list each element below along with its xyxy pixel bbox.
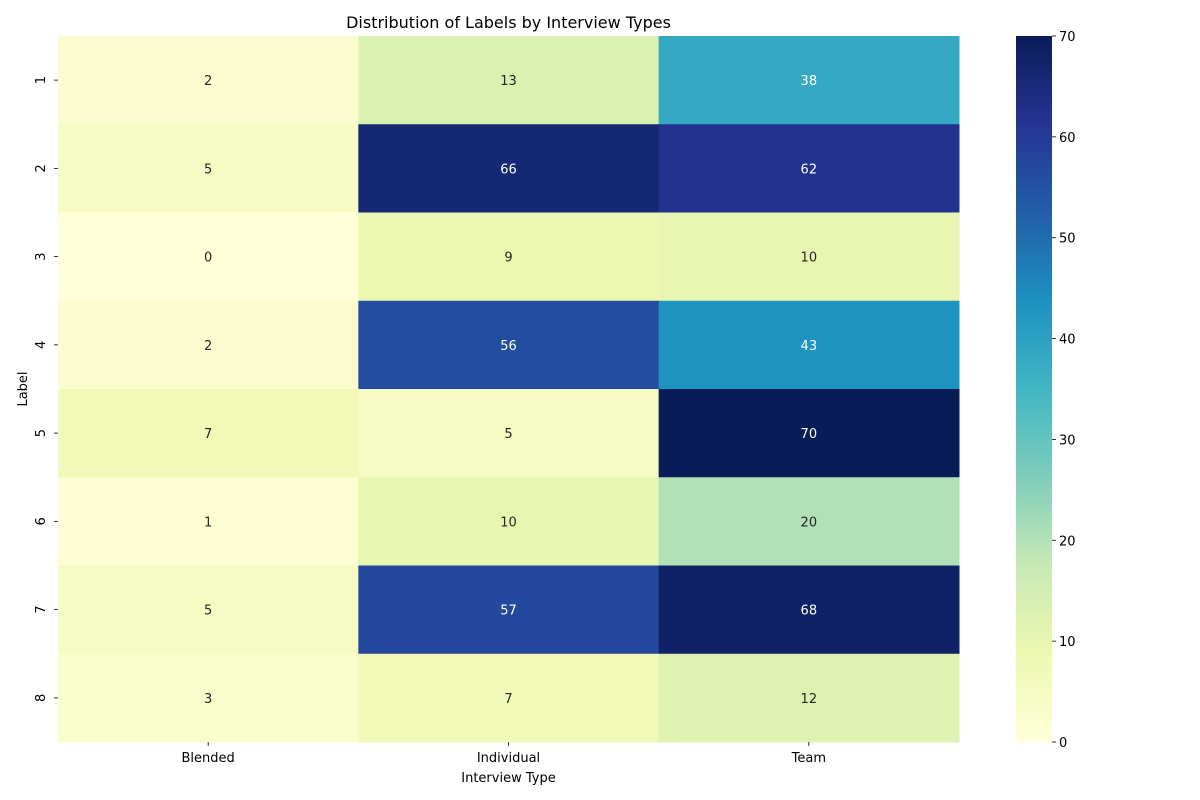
heatmap-cells: 2 13 38 5 66 62 0 9 10 2 56 43 7 5 70 1 10 20 5 57 68 3 7 12 bbox=[58, 36, 960, 743]
cell-value-label: 38 bbox=[801, 74, 818, 89]
cell-value-label: 7 bbox=[504, 692, 512, 707]
heatmap-cell bbox=[358, 124, 660, 213]
y-tick-label: 1 bbox=[34, 76, 49, 84]
heatmap-cell bbox=[358, 212, 660, 302]
cell-value-label: 7 bbox=[204, 427, 212, 442]
y-tick-label: 5 bbox=[34, 429, 49, 437]
x-tick-label: Team bbox=[791, 751, 826, 766]
cell-value-label: 12 bbox=[801, 692, 818, 707]
x-tick-label: Blended bbox=[182, 751, 235, 766]
heatmap-cell bbox=[358, 300, 660, 390]
colorbar-tick-label: 10 bbox=[1059, 635, 1076, 650]
cell-value-label: 5 bbox=[204, 604, 212, 619]
cell-value-label: 10 bbox=[801, 251, 818, 266]
cell-value-label: 43 bbox=[801, 339, 818, 354]
heatmap-cell bbox=[358, 653, 660, 743]
heatmap-cell bbox=[58, 653, 359, 743]
heatmap-cell bbox=[658, 389, 960, 478]
colorbar-tick-label: 40 bbox=[1059, 333, 1076, 348]
heatmap-cell bbox=[58, 124, 359, 213]
colorbar-tick-label: 0 bbox=[1059, 736, 1067, 751]
y-tick-label: 3 bbox=[34, 252, 49, 260]
cell-value-label: 57 bbox=[500, 604, 517, 619]
cell-value-label: 56 bbox=[500, 339, 517, 354]
y-tick-label: 6 bbox=[34, 517, 49, 525]
cell-value-label: 68 bbox=[801, 604, 818, 619]
y-tick-label: 7 bbox=[34, 605, 49, 613]
cell-value-label: 5 bbox=[504, 427, 512, 442]
colorbar-tick-label: 50 bbox=[1059, 232, 1076, 247]
y-tick-label: 4 bbox=[34, 341, 49, 349]
colorbar-tick-label: 30 bbox=[1059, 433, 1076, 448]
colorbar-tick-label: 70 bbox=[1059, 30, 1076, 45]
colorbar: 0 10 20 30 40 50 60 70 bbox=[1016, 30, 1076, 751]
y-axis-ticks: 1 2 3 4 5 6 7 8 bbox=[34, 76, 58, 702]
heatmap-cell bbox=[658, 565, 960, 655]
cell-value-label: 70 bbox=[801, 427, 818, 442]
cell-value-label: 1 bbox=[204, 515, 212, 530]
heatmap-cell bbox=[58, 212, 359, 302]
heatmap-cell bbox=[358, 565, 660, 655]
heatmap-cell bbox=[58, 565, 359, 655]
x-axis-label: Interview Type bbox=[461, 771, 555, 786]
cell-value-label: 20 bbox=[801, 515, 818, 530]
x-tick-label: Individual bbox=[477, 751, 540, 766]
heatmap-cell bbox=[658, 36, 960, 125]
cell-value-label: 66 bbox=[500, 162, 517, 177]
heatmap-cell bbox=[658, 477, 960, 566]
cell-value-label: 5 bbox=[204, 162, 212, 177]
heatmap-cell bbox=[358, 477, 660, 566]
heatmap-cell bbox=[658, 124, 960, 213]
x-axis-ticks: Blended Individual Team bbox=[182, 742, 826, 766]
chart-title: Distribution of Labels by Interview Type… bbox=[346, 13, 671, 32]
heatmap-cell bbox=[658, 212, 960, 302]
y-tick-label: 8 bbox=[34, 694, 49, 702]
colorbar-tick-label: 20 bbox=[1059, 534, 1076, 549]
heatmap-cell bbox=[658, 653, 960, 743]
cell-value-label: 0 bbox=[204, 251, 212, 266]
cell-value-label: 2 bbox=[204, 74, 212, 89]
cell-value-label: 9 bbox=[504, 251, 512, 266]
heatmap-cell bbox=[358, 389, 660, 478]
cell-value-label: 62 bbox=[801, 162, 818, 177]
cell-value-label: 13 bbox=[500, 74, 517, 89]
heatmap-cell bbox=[358, 36, 660, 125]
cell-value-label: 10 bbox=[500, 515, 517, 530]
y-axis-label: Label bbox=[16, 371, 31, 406]
cell-value-label: 3 bbox=[204, 692, 212, 707]
heatmap-cell bbox=[658, 300, 960, 390]
heatmap-cell bbox=[58, 36, 359, 125]
heatmap-cell bbox=[58, 300, 359, 390]
colorbar-gradient bbox=[1016, 36, 1052, 742]
colorbar-tick-label: 60 bbox=[1059, 131, 1076, 146]
cell-value-label: 2 bbox=[204, 339, 212, 354]
y-tick-label: 2 bbox=[34, 164, 49, 172]
heatmap-cell bbox=[58, 389, 359, 478]
heatmap-cell bbox=[58, 477, 359, 566]
